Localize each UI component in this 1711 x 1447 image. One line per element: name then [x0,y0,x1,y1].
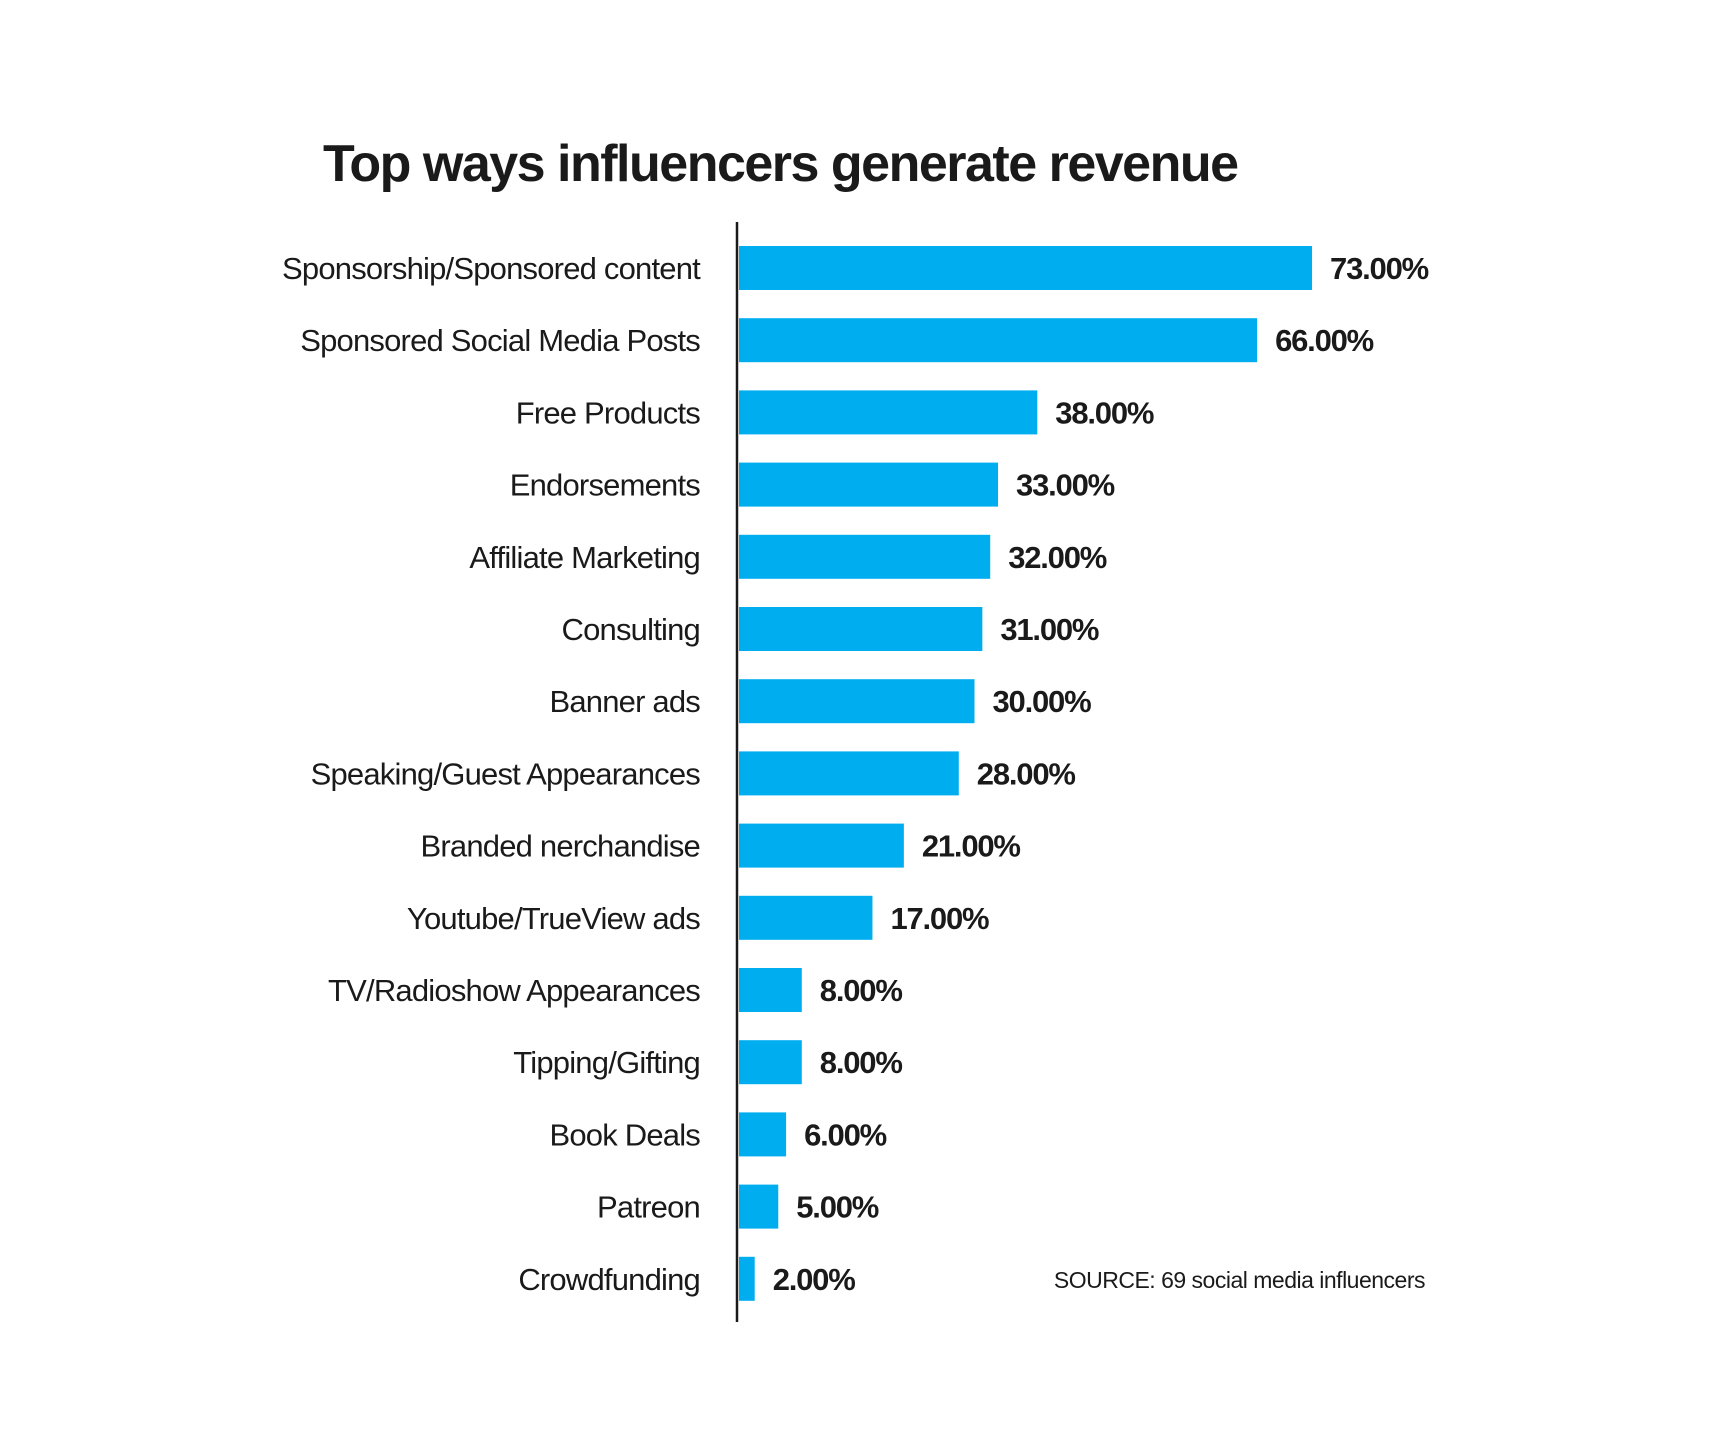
category-label: Free Products [516,395,701,430]
value-label: 32.00% [1008,540,1107,575]
bar-2 [739,390,1038,435]
bar-13 [739,1184,779,1229]
value-label: 31.00% [1000,612,1099,647]
category-label: Sponsorship/Sponsored content [282,251,701,286]
value-label: 30.00% [993,684,1092,719]
value-label: 33.00% [1016,468,1115,503]
bar-9 [739,895,873,940]
value-label: 38.00% [1055,395,1154,430]
chart-title: Top ways influencers generate revenue [323,135,1238,193]
category-label: Book Deals [549,1117,700,1152]
bar-11 [739,1040,802,1085]
value-label: 8.00% [820,1045,903,1080]
category-label: Sponsored Social Media Posts [300,323,700,358]
value-label: 6.00% [804,1117,887,1152]
source-note: SOURCE: 69 social media influencers [1054,1267,1425,1293]
value-label: 21.00% [922,829,1021,864]
category-label: Branded nerchandise [420,829,700,864]
bar-3 [739,462,999,507]
category-label: Affiliate Marketing [469,540,700,575]
bar-5 [739,607,983,651]
bar-7 [739,751,959,796]
bar-10 [739,968,802,1012]
value-label: 17.00% [890,901,989,936]
value-label: 2.00% [773,1262,856,1297]
category-label: Banner ads [549,684,700,719]
category-label: Crowdfunding [518,1262,700,1297]
bar-14 [739,1256,755,1301]
value-label: 28.00% [977,756,1076,791]
bars-group: Sponsorship/Sponsored content 73.00% Spons… [282,246,1430,1301]
bar-4 [739,534,991,579]
bar-1 [739,318,1258,363]
value-label: 73.00% [1330,251,1429,286]
value-label: 66.00% [1275,323,1374,358]
category-label: Tipping/Gifting [513,1045,700,1080]
category-label: Speaking/Guest Appearances [311,756,701,791]
value-label: 5.00% [796,1190,879,1225]
bar-0 [739,246,1313,290]
bar-6 [739,679,975,724]
category-label: TV/Radioshow Appearances [328,973,700,1008]
category-label: Youtube/TrueView ads [407,901,700,936]
category-label: Patreon [597,1190,700,1225]
value-label: 8.00% [820,973,903,1008]
category-label: Endorsements [510,468,701,503]
bar-8 [739,823,904,868]
category-label: Consulting [562,612,700,647]
bar-12 [739,1112,787,1157]
